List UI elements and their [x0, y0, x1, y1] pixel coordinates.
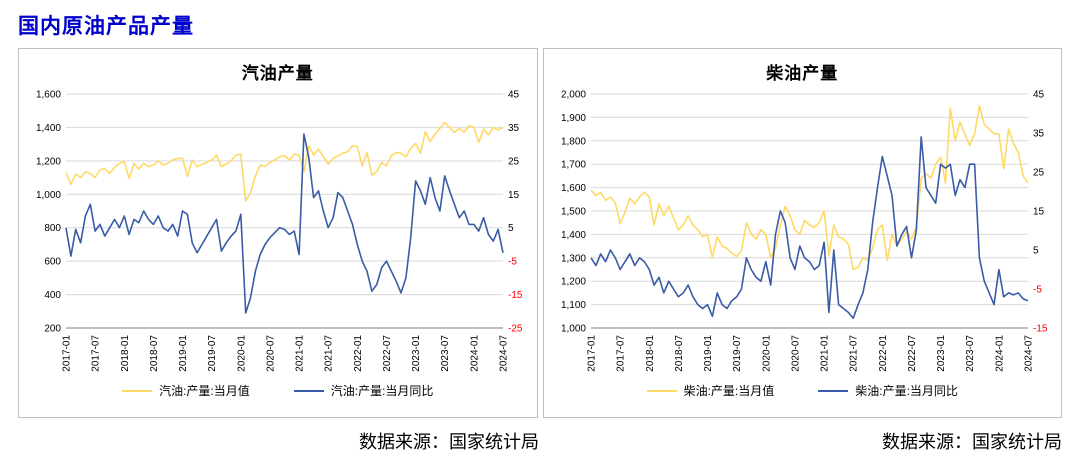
- x-axis-tick: 2023-07: [965, 335, 976, 372]
- x-axis-tick: 2017-01: [62, 335, 73, 372]
- right-axis-tick: -25: [508, 324, 523, 335]
- sources-row: 数据来源：国家统计局 数据来源：国家统计局: [18, 428, 1062, 454]
- left-axis-tick: 2,000: [561, 90, 586, 101]
- gasoline-chart-title: 汽油产量: [241, 64, 314, 83]
- legend-swatch-diesel-yoy-line: [818, 389, 849, 392]
- diesel-chart-panel: 柴油产量 2,000 1,900 1,800 1,700 1,600 1,500 1,400…: [542, 48, 1062, 418]
- x-axis-tick: 2020-01: [237, 335, 248, 372]
- left-axis-tick: 1,000: [36, 190, 61, 201]
- x-axis-tick: 2023-07: [440, 335, 451, 372]
- right-axis-tick: -15: [1033, 324, 1048, 335]
- right-axis-tick: -5: [1033, 285, 1042, 296]
- left-axis-tick: 200: [45, 324, 62, 335]
- legend-swatch-gasoline-yoy-line: [293, 389, 324, 392]
- x-axis-tick: 2019-01: [178, 335, 189, 372]
- x-axis-tick: 2022-01: [353, 335, 364, 372]
- left-axis-tick: 600: [45, 257, 62, 268]
- x-axis-tick: 2023-01: [411, 335, 422, 372]
- legend-label-diesel-yoy: 柴油:产量:当月同比: [855, 384, 958, 398]
- right-axis-tick: 5: [1033, 246, 1039, 257]
- legend-item-diesel-value: 柴油:产量:当月值: [646, 382, 775, 399]
- x-axis-tick: 2017-01: [586, 335, 597, 372]
- left-axis-tick: 800: [45, 223, 62, 234]
- right-axis-tick: 35: [508, 123, 520, 134]
- legend-label-diesel-value: 柴油:产量:当月值: [683, 384, 775, 398]
- x-axis-tick: 2024-07: [1023, 335, 1034, 372]
- legend-label-gasoline-yoy: 汽油:产量:当月同比: [330, 384, 434, 398]
- x-axis-tick: 2018-07: [674, 335, 685, 372]
- diesel-legend: 柴油:产量:当月值 柴油:产量:当月同比: [544, 382, 1062, 399]
- x-axis-tick: 2022-07: [907, 335, 918, 372]
- legend-item-gasoline-yoy: 汽油:产量:当月同比: [293, 382, 434, 399]
- x-axis-tick: 2017-07: [91, 335, 102, 372]
- left-axis-tick: 1,300: [561, 253, 586, 264]
- left-axis-tick: 1,100: [561, 300, 586, 311]
- left-axis-tick: 1,200: [36, 156, 61, 167]
- x-axis-tick: 2024-01: [994, 335, 1005, 372]
- x-axis-tick: 2021-01: [295, 335, 306, 372]
- left-axis-tick: 1,600: [561, 183, 586, 194]
- page-title: 国内原油产品产量: [18, 15, 194, 38]
- right-axis-tick: 5: [508, 223, 514, 234]
- left-axis-tick: 1,500: [561, 207, 586, 218]
- source-note-left: 数据来源：国家统计局: [359, 432, 539, 452]
- charts-row: 汽油产量 1,600 1,400 1,200 1,000 800 600 400 200 45 3…: [18, 48, 1062, 418]
- x-axis-tick: 2018-07: [149, 335, 160, 372]
- right-axis-tick: 15: [1033, 207, 1045, 218]
- x-axis-tick: 2022-07: [382, 335, 393, 372]
- right-axis-tick: 25: [508, 156, 520, 167]
- x-axis-tick: 2019-01: [703, 335, 714, 372]
- x-axis-tick: 2021-07: [324, 335, 335, 372]
- legend-swatch-diesel-value-line: [646, 389, 677, 392]
- x-axis-tick: 2024-01: [470, 335, 481, 372]
- x-axis-tick: 2020-07: [790, 335, 801, 372]
- right-axis-tick: 45: [1033, 90, 1045, 101]
- left-axis-tick: 1,200: [561, 277, 586, 288]
- legend-label-gasoline-value: 汽油:产量:当月值: [159, 384, 250, 398]
- series-line-0: [65, 121, 504, 202]
- left-axis-tick: 1,000: [561, 324, 586, 335]
- right-axis-tick: 25: [1033, 168, 1045, 179]
- gasoline-chart-panel: 汽油产量 1,600 1,400 1,200 1,000 800 600 400 200 45 3…: [18, 48, 538, 418]
- x-axis-tick: 2023-01: [936, 335, 947, 372]
- left-axis-tick: 1,900: [561, 113, 586, 124]
- x-axis-tick: 2021-01: [819, 335, 830, 372]
- right-axis-tick: -5: [508, 257, 517, 268]
- gasoline-chart-canvas: 1,600 1,400 1,200 1,000 800 600 400 200 45 35 25 15…: [36, 90, 523, 372]
- left-axis-tick: 1,600: [36, 90, 61, 101]
- x-axis-tick: 2019-07: [207, 335, 218, 372]
- x-axis-tick: 2018-01: [120, 335, 131, 372]
- x-axis-tick: 2024-07: [499, 335, 510, 372]
- x-axis-tick: 2020-07: [266, 335, 277, 372]
- x-axis-tick: 2021-07: [848, 335, 859, 372]
- left-axis-tick: 1,800: [561, 136, 586, 147]
- source-note-right: 数据来源：国家统计局: [882, 432, 1062, 452]
- diesel-chart-canvas: 2,000 1,900 1,800 1,700 1,600 1,500 1,400 1,300…: [561, 90, 1048, 372]
- legend-item-diesel-yoy: 柴油:产量:当月同比: [818, 382, 958, 399]
- x-axis-tick: 2017-07: [615, 335, 626, 372]
- left-axis-tick: 400: [45, 290, 62, 301]
- x-axis-tick: 2019-07: [732, 335, 743, 372]
- legend-swatch-gasoline-value-line: [122, 389, 153, 392]
- x-axis-tick: 2018-01: [645, 335, 656, 372]
- left-axis-tick: 1,700: [561, 160, 586, 171]
- right-axis-tick: 15: [508, 190, 520, 201]
- series-line-1: [65, 133, 505, 314]
- left-axis-tick: 1,400: [36, 123, 61, 134]
- series-line-0: [590, 104, 1029, 271]
- diesel-chart-title: 柴油产量: [766, 64, 839, 83]
- left-axis-tick: 1,400: [561, 230, 586, 241]
- x-axis-tick: 2022-01: [878, 335, 889, 372]
- right-axis-tick: 45: [508, 90, 520, 101]
- x-axis-tick: 2020-01: [761, 335, 772, 372]
- right-axis-tick: -15: [508, 290, 523, 301]
- series-line-1: [590, 136, 1029, 320]
- right-axis-tick: 35: [1033, 129, 1045, 140]
- legend-item-gasoline-value: 汽油:产量:当月值: [122, 382, 250, 399]
- gasoline-legend: 汽油:产量:当月值 汽油:产量:当月同比: [19, 382, 537, 399]
